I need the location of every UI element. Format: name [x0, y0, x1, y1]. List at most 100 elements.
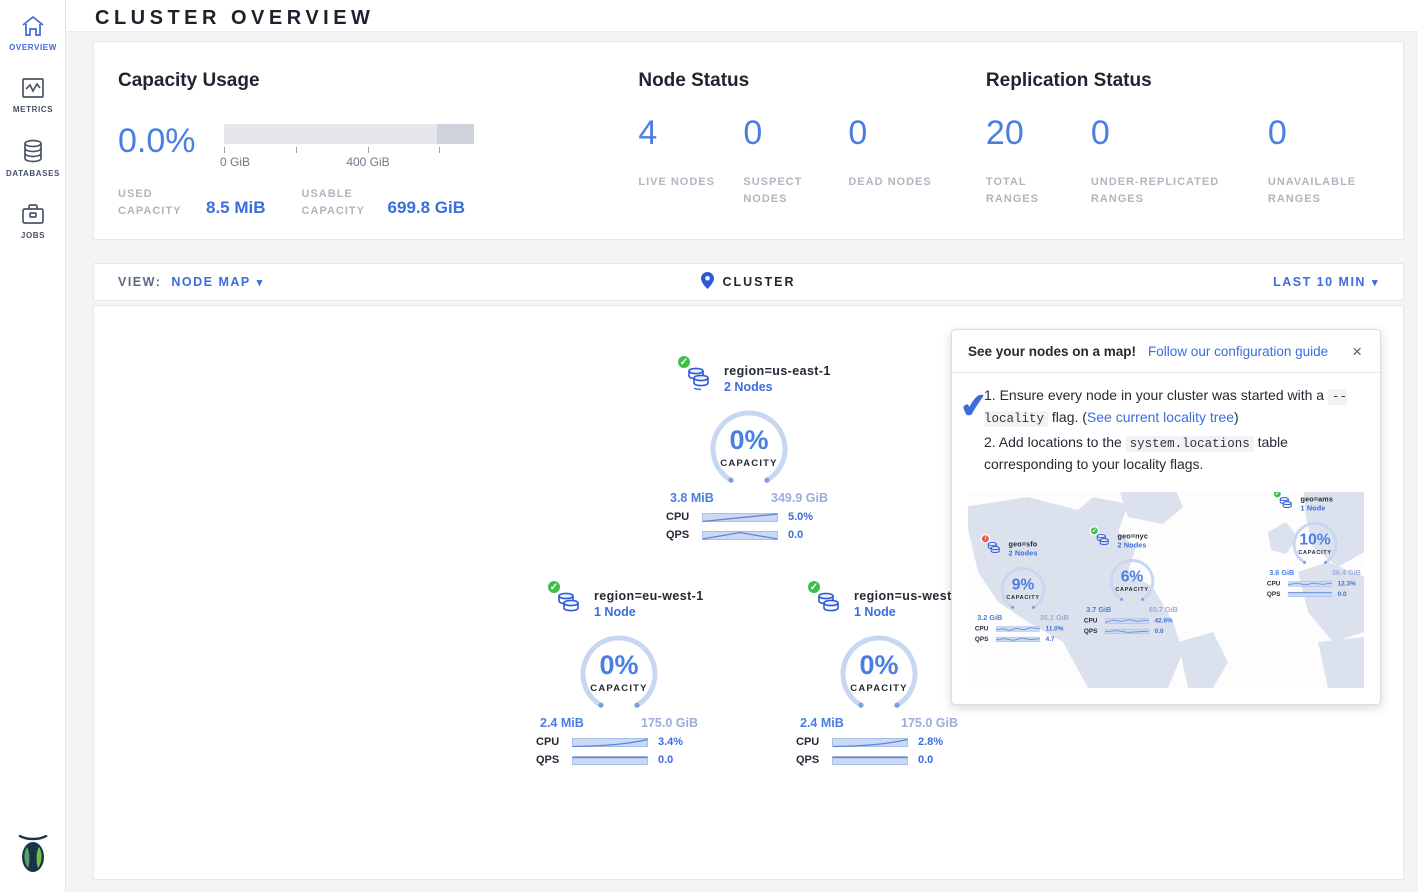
node-map-panel: region=us-east-1 2 Nodes 0% CAPACITY: [93, 305, 1404, 880]
cpu-metric-row: CPU 11.0%: [974, 625, 1064, 633]
usable-capacity-value: 699.8 GiB: [387, 198, 466, 217]
node-group-icon: [688, 367, 709, 390]
region-nodes-link[interactable]: 2 Nodes: [724, 380, 773, 394]
popup-title: See your nodes on a map!: [968, 344, 1137, 359]
total-ranges-value: 20: [985, 114, 1024, 152]
region-used-capacity: 2.4 MiB: [800, 716, 844, 730]
cpu-value: 5.0%: [788, 511, 814, 523]
cpu-value: 3.4%: [658, 736, 684, 748]
view-bar: VIEW: NODE MAP ▾ CLUSTER LAST 10 MIN ▾: [93, 263, 1404, 301]
cpu-metric-row: CPU 42.6%: [1083, 617, 1173, 625]
capacity-percent: 0.0%: [118, 122, 196, 160]
capacity-bar-reserved-segment: [437, 124, 474, 144]
sidebar-item-label: METRICS: [12, 105, 54, 114]
unavailable-ranges-value: 0: [1267, 114, 1287, 152]
sidebar-item-metrics[interactable]: METRICS: [0, 62, 66, 124]
node-group-icon: [558, 592, 579, 612]
node-status-section: Node Status 4 LIVE NODES 0 SUSPECT NODES…: [638, 70, 986, 239]
cpu-metric-row: CPU 5.0%: [666, 511, 814, 523]
node-group-icon: [987, 541, 1000, 553]
live-nodes-label: LIVE NODES: [638, 176, 715, 188]
databases-icon: [0, 138, 66, 164]
setup-step-1: 1. Ensure every node in your cluster was…: [984, 387, 1347, 428]
qps-metric-row: QPS 0.0: [536, 754, 674, 766]
region-card-eu-west-1[interactable]: region=eu-west-1 1 Node 0% CAPACITY 2: [531, 579, 707, 771]
qps-sparkline: [572, 756, 648, 765]
under-replicated-ranges-label: UNDER-REPLICATED RANGES: [1090, 176, 1220, 205]
region-name: region=us-west-1: [854, 589, 964, 603]
qps-sparkline: [702, 531, 778, 540]
region-name: geo=sfo: [1008, 539, 1038, 548]
capacity-percent-value: 0%: [729, 425, 769, 455]
page-header: CLUSTER OVERVIEW: [66, 0, 1418, 32]
healthy-status-icon: [1089, 526, 1099, 536]
qps-metric-row: QPS 0.0: [666, 529, 804, 541]
example-region-card-ams: geo=ams 1 Node 10% CAPACITY: [1264, 491, 1364, 601]
qps-sparkline: [832, 756, 908, 765]
region-total-capacity: 349.9 GiB: [771, 491, 828, 505]
node-group-icon: [1279, 496, 1292, 508]
capacity-gauge: 0% CAPACITY: [837, 632, 921, 716]
dead-nodes-value: 0: [848, 114, 868, 152]
under-replicated-ranges-value: 0: [1090, 114, 1110, 152]
sidebar-item-overview[interactable]: OVERVIEW: [0, 0, 66, 62]
capacity-bar: 0 GiB 400 GiB: [220, 124, 474, 170]
page-title: CLUSTER OVERVIEW: [95, 7, 375, 29]
axis-tick: [368, 147, 369, 153]
capacity-gauge: 6% CAPACITY: [1108, 557, 1157, 606]
cockroach-logo: [14, 834, 52, 882]
capacity-label: CAPACITY: [590, 683, 648, 695]
jobs-icon: [0, 202, 66, 226]
qps-metric-row: QPS 0.0: [796, 754, 934, 766]
sidebar: OVERVIEW METRICS DATABASES: [0, 0, 66, 892]
cpu-sparkline: [702, 513, 778, 523]
suspect-nodes-value: 0: [743, 114, 763, 152]
replication-status-title: Replication Status: [985, 70, 1152, 91]
dead-nodes-label: DEAD NODES: [848, 176, 932, 188]
region-nodes-link: 1 Node: [1300, 504, 1326, 513]
region-nodes-link[interactable]: 1 Node: [594, 605, 636, 619]
view-label: VIEW:: [118, 275, 162, 289]
capacity-usage-title: Capacity Usage: [118, 70, 260, 91]
example-node-map-image: geo=sfo 2 Nodes 9% CAPACITY: [968, 491, 1364, 688]
region-name: region=us-east-1: [724, 364, 831, 378]
main-content: CLUSTER OVERVIEW Capacity Usage 0.0% 0: [66, 0, 1418, 892]
region-nodes-link: 2 Nodes: [1008, 549, 1038, 558]
replication-status-section: Replication Status 20 TOTAL RANGES 0 UND…: [986, 70, 1403, 239]
capacity-gauge: 10% CAPACITY: [1291, 520, 1340, 569]
suspect-nodes-label: SUSPECT NODES: [743, 176, 803, 205]
capacity-percent-value: 0%: [599, 650, 639, 680]
capacity-gauge: 0% CAPACITY: [577, 632, 661, 716]
capacity-gauge: 9% CAPACITY: [999, 565, 1048, 614]
capacity-usage-section: Capacity Usage 0.0% 0 GiB 400 GiB: [118, 70, 638, 239]
under-replicated-ranges-stat: 0 UNDER-REPLICATED RANGES: [1091, 116, 1268, 207]
cpu-value: 2.8%: [918, 736, 944, 748]
live-nodes-value: 4: [638, 114, 658, 152]
sidebar-item-databases[interactable]: DATABASES: [0, 124, 66, 188]
cpu-sparkline: [572, 738, 648, 748]
cpu-metric-row: CPU 2.8%: [796, 736, 944, 748]
total-ranges-stat: 20 TOTAL RANGES: [986, 116, 1091, 207]
region-card-us-east-1[interactable]: region=us-east-1 2 Nodes 0% CAPACITY: [661, 354, 837, 546]
chevron-down-icon: ▾: [256, 277, 264, 289]
time-range-dropdown[interactable]: LAST 10 MIN ▾: [1273, 275, 1379, 289]
region-nodes-link[interactable]: 1 Node: [854, 605, 896, 619]
healthy-status-icon: [1272, 491, 1282, 499]
close-icon[interactable]: ×: [1352, 342, 1362, 361]
region-nodes-link: 2 Nodes: [1117, 541, 1147, 550]
region-card-us-west-1[interactable]: region=us-west-1 1 Node 0% CAPACITY 2: [791, 579, 967, 771]
sidebar-item-jobs[interactable]: JOBS: [0, 188, 66, 250]
unavailable-ranges-label: UNAVAILABLE RANGES: [1267, 176, 1357, 205]
example-region-card-sfo: geo=sfo 2 Nodes 9% CAPACITY: [972, 534, 1074, 646]
locality-tree-link[interactable]: See current locality tree: [1086, 409, 1234, 426]
usable-capacity-stat: USABLE CAPACITY 699.8 GiB: [302, 186, 466, 219]
view-dropdown[interactable]: NODE MAP ▾: [171, 275, 264, 289]
region-total-capacity: 175.0 GiB: [901, 716, 958, 730]
warning-status-icon: [980, 534, 990, 544]
axis-tick-label: 0 GiB: [220, 155, 251, 169]
region-used-capacity: 2.4 MiB: [540, 716, 584, 730]
location-pin-icon: [701, 272, 715, 292]
cpu-metric-row: CPU 3.4%: [536, 736, 684, 748]
configuration-guide-link[interactable]: Follow our configuration guide: [1148, 344, 1329, 359]
qps-value: 0.0: [658, 754, 674, 766]
